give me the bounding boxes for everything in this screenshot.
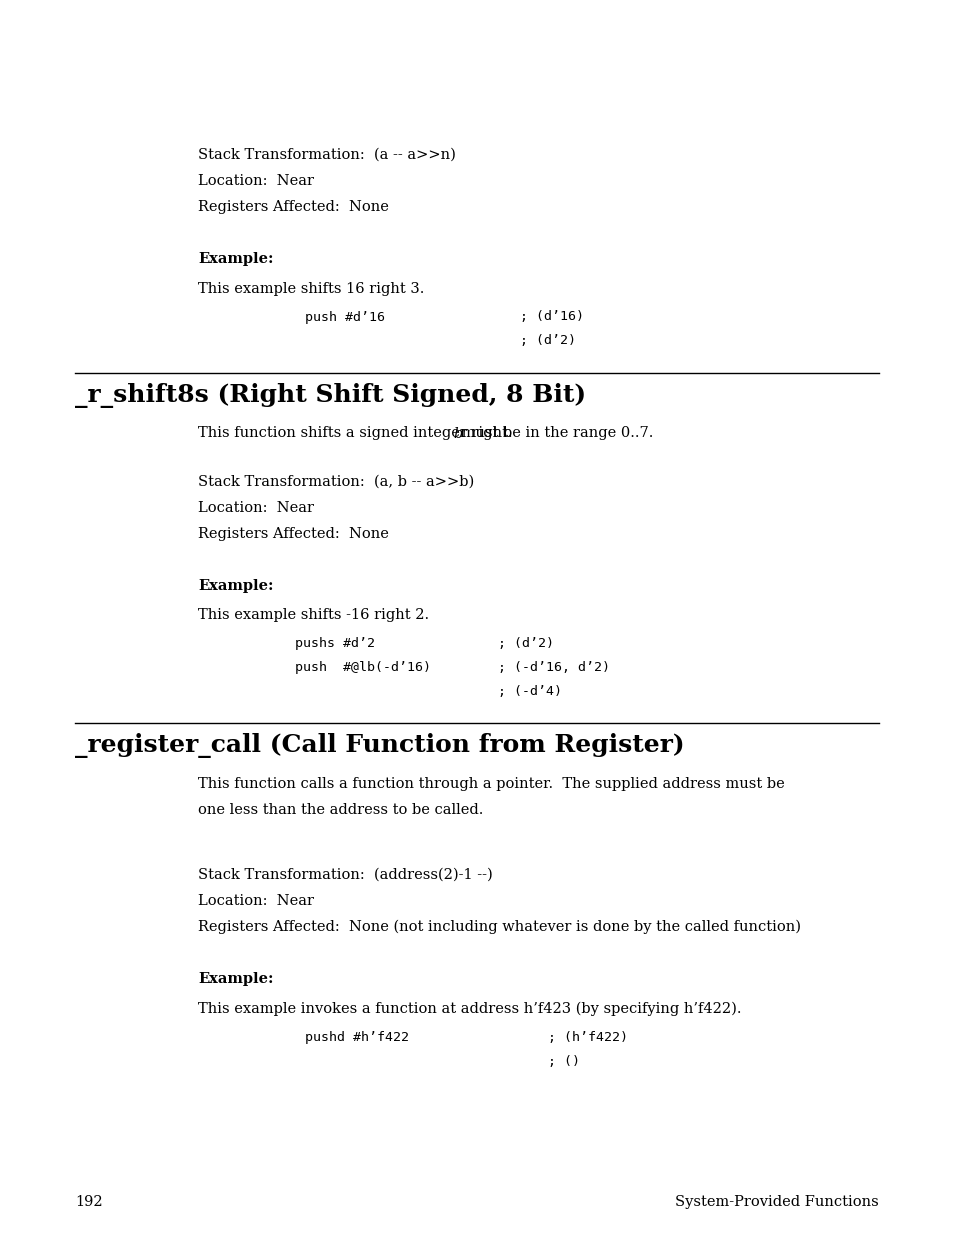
Text: ; (): ; () bbox=[547, 1055, 579, 1067]
Text: push #d’16: push #d’16 bbox=[305, 310, 385, 324]
Text: Registers Affected:  None: Registers Affected: None bbox=[198, 526, 389, 541]
Text: This function shifts a signed integer right.: This function shifts a signed integer ri… bbox=[198, 426, 521, 441]
Text: This example shifts 16 right 3.: This example shifts 16 right 3. bbox=[198, 282, 424, 296]
Text: ; (h’f422): ; (h’f422) bbox=[547, 1030, 627, 1044]
Text: Location:  Near: Location: Near bbox=[198, 500, 314, 515]
Text: Registers Affected:  None: Registers Affected: None bbox=[198, 200, 389, 214]
Text: System-Provided Functions: System-Provided Functions bbox=[675, 1195, 878, 1209]
Text: This example invokes a function at address h’f423 (by specifying h’f422).: This example invokes a function at addre… bbox=[198, 1002, 740, 1016]
Text: ; (d’16): ; (d’16) bbox=[519, 310, 583, 324]
Text: ; (d’2): ; (d’2) bbox=[497, 637, 554, 650]
Text: b: b bbox=[453, 426, 462, 441]
Text: Stack Transformation:  (a, b -- a>>b): Stack Transformation: (a, b -- a>>b) bbox=[198, 474, 474, 489]
Text: ; (d’2): ; (d’2) bbox=[519, 335, 576, 347]
Text: Example:: Example: bbox=[198, 972, 274, 986]
Text: This example shifts -16 right 2.: This example shifts -16 right 2. bbox=[198, 609, 429, 622]
Text: _register_call (Call Function from Register): _register_call (Call Function from Regis… bbox=[75, 734, 684, 758]
Text: Example:: Example: bbox=[198, 579, 274, 593]
Text: Registers Affected:  None (not including whatever is done by the called function: Registers Affected: None (not including … bbox=[198, 920, 801, 935]
Text: ; (-d’16, d’2): ; (-d’16, d’2) bbox=[497, 661, 609, 674]
Text: Location:  Near: Location: Near bbox=[198, 894, 314, 908]
Text: Stack Transformation:  (address(2)-1 --): Stack Transformation: (address(2)-1 --) bbox=[198, 868, 493, 882]
Text: This function calls a function through a pointer.  The supplied address must be: This function calls a function through a… bbox=[198, 777, 784, 792]
Text: Location:  Near: Location: Near bbox=[198, 174, 314, 188]
Text: pushs #d’2: pushs #d’2 bbox=[294, 637, 375, 650]
Text: ; (-d’4): ; (-d’4) bbox=[497, 685, 561, 698]
Text: _r_shift8s (Right Shift Signed, 8 Bit): _r_shift8s (Right Shift Signed, 8 Bit) bbox=[75, 383, 585, 408]
Text: pushd #h’f422: pushd #h’f422 bbox=[305, 1030, 409, 1044]
Text: push  #@lb(-d’16): push #@lb(-d’16) bbox=[294, 661, 431, 674]
Text: 192: 192 bbox=[75, 1195, 103, 1209]
Text: Stack Transformation:  (a -- a>>n): Stack Transformation: (a -- a>>n) bbox=[198, 148, 456, 162]
Text: Example:: Example: bbox=[198, 252, 274, 266]
Text: must be in the range 0..7.: must be in the range 0..7. bbox=[456, 426, 653, 441]
Text: one less than the address to be called.: one less than the address to be called. bbox=[198, 803, 483, 818]
